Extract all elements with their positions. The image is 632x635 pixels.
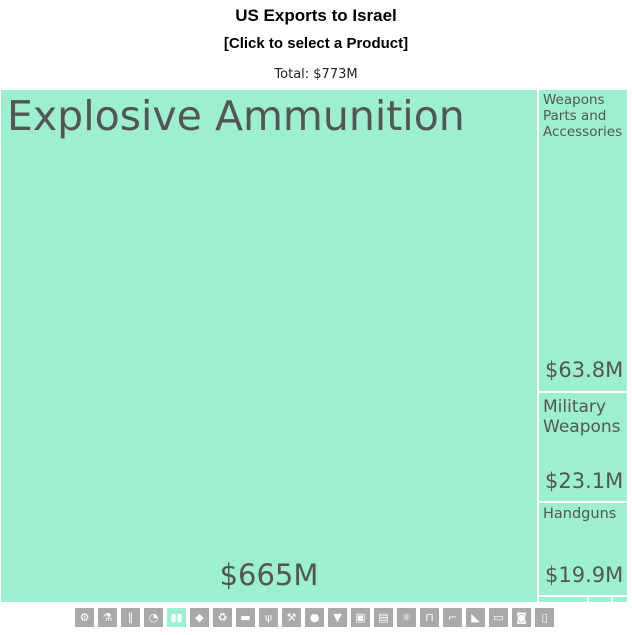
total-label: Total: $773M xyxy=(274,67,358,82)
cell-name: Explosive Ammunition xyxy=(7,92,465,140)
cell-name: Military Weapons xyxy=(543,397,621,438)
doc-icon[interactable]: ▯ xyxy=(535,608,554,627)
select-product-link[interactable]: [Click to select a Product] xyxy=(223,35,409,52)
chair-icon[interactable]: ⊓ xyxy=(420,608,439,627)
gear-icon[interactable]: ⚙ xyxy=(75,608,94,627)
recycle-icon[interactable]: ♻ xyxy=(213,608,232,627)
shoe-icon[interactable]: ◣ xyxy=(466,608,485,627)
shirt-icon[interactable]: ▼ xyxy=(328,608,347,627)
chart-title: US Exports to Israel xyxy=(235,6,397,25)
cell-value: $19.9M xyxy=(545,563,624,587)
machine-icon[interactable]: ▭ xyxy=(489,608,508,627)
car-icon[interactable]: ◙ xyxy=(512,608,531,627)
bullets-icon[interactable]: ▮▮ xyxy=(167,608,186,627)
gun-icon[interactable]: ⌐ xyxy=(443,608,462,627)
apple-icon[interactable]: ● xyxy=(305,608,324,627)
hammer-icon[interactable]: ⚒ xyxy=(282,608,301,627)
treemap-cell-small[interactable] xyxy=(588,596,612,603)
box-icon[interactable]: ▣ xyxy=(351,608,370,627)
treemap: Explosive Ammunition $665M Weapons Parts… xyxy=(0,89,630,603)
anvil-icon[interactable]: ▬ xyxy=(236,608,255,627)
cell-value: $23.1M xyxy=(545,469,624,493)
treemap-cell-small[interactable] xyxy=(538,596,588,603)
chemistry-icon[interactable]: ⚛ xyxy=(397,608,416,627)
treemap-cell-small[interactable] xyxy=(612,596,628,603)
wheat-icon[interactable]: ψ xyxy=(259,608,278,627)
treemap-cell-handguns[interactable]: Handguns $19.9M xyxy=(538,502,628,596)
paper-icon[interactable]: ▤ xyxy=(374,608,393,627)
cell-name: Handguns xyxy=(543,506,617,522)
treemap-cell-explosive-ammunition[interactable]: Explosive Ammunition $665M xyxy=(0,89,538,603)
treemap-cell-military-weapons[interactable]: Military Weapons $23.1M xyxy=(538,392,628,502)
road-icon[interactable]: ∥ xyxy=(121,608,140,627)
treemap-cell-weapons-parts[interactable]: Weapons Parts and Accessories $63.8M xyxy=(538,89,628,392)
cell-name: Weapons Parts and Accessories xyxy=(543,92,623,141)
cell-value: $665M xyxy=(219,558,319,592)
gauge-icon[interactable]: ◔ xyxy=(144,608,163,627)
cell-value: $63.8M xyxy=(545,358,624,382)
flask-icon[interactable]: ⚗ xyxy=(98,608,117,627)
diamond-icon[interactable]: ◆ xyxy=(190,608,209,627)
